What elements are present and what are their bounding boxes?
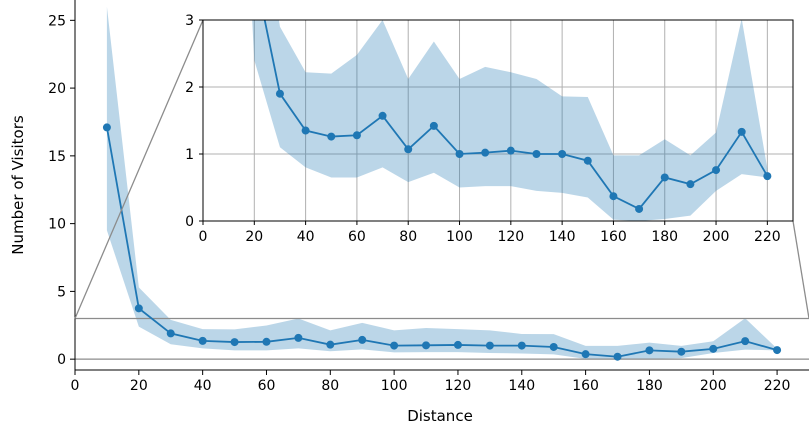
zoom-connectors xyxy=(74,19,809,319)
data-point xyxy=(102,123,111,132)
x-tick-label: 160 xyxy=(572,378,599,394)
inset-data-point xyxy=(558,150,567,158)
data-point xyxy=(485,341,494,350)
zoom-connector-right xyxy=(792,220,809,319)
data-point xyxy=(198,336,207,345)
inset-data-point xyxy=(506,146,515,155)
inset-x-tick-label: 20 xyxy=(245,229,263,245)
x-tick-label: 200 xyxy=(700,378,727,394)
data-point xyxy=(390,341,399,350)
series-line xyxy=(106,127,778,358)
inset-data-layer xyxy=(252,20,772,221)
inset-y-tick-label: 2 xyxy=(185,80,194,96)
x-tick-label: 20 xyxy=(130,378,148,394)
inset-x-tick-label: 180 xyxy=(651,229,678,245)
inset-data-point xyxy=(609,192,618,201)
y-tick-label: 5 xyxy=(57,284,66,300)
inset-x-tick-label: 80 xyxy=(399,229,417,245)
inset-data-point xyxy=(404,145,413,154)
inset-data-point xyxy=(660,173,669,182)
inset-x-tick-label: 200 xyxy=(703,229,730,245)
data-point xyxy=(230,338,239,347)
x-tick-label: 180 xyxy=(636,378,663,394)
inset-y-tick-label: 0 xyxy=(185,214,194,230)
inset-y-tick-label: 1 xyxy=(185,147,194,163)
x-tick-label: 40 xyxy=(194,378,212,394)
x-tick-label: 80 xyxy=(321,378,339,394)
x-tick-label: 100 xyxy=(381,378,408,394)
data-point xyxy=(581,350,590,359)
data-point xyxy=(645,346,654,355)
inset-data-point xyxy=(327,132,336,141)
x-tick-label: 120 xyxy=(445,378,472,394)
y-axis-label: Number of Visitors xyxy=(9,115,27,255)
data-point xyxy=(262,337,271,346)
data-point xyxy=(549,342,558,351)
inset-data-point xyxy=(532,150,541,158)
y-tick-label: 20 xyxy=(48,81,66,97)
inset-x-tick-label: 60 xyxy=(348,229,366,245)
inset-data-point xyxy=(712,166,721,175)
y-tick-label: 0 xyxy=(57,352,66,368)
data-point xyxy=(358,335,367,344)
inset-data-point xyxy=(583,156,592,165)
inset-confidence-band xyxy=(252,20,768,221)
inset-x-tick-label: 140 xyxy=(549,229,576,245)
data-point xyxy=(613,352,622,361)
y-tick-label: 15 xyxy=(48,149,66,165)
inset-data-point xyxy=(301,126,310,135)
inset-data-point xyxy=(429,121,438,130)
x-tick-label: 220 xyxy=(764,378,791,394)
inset-data-point xyxy=(455,150,464,158)
data-point xyxy=(294,333,303,342)
inset-data-point xyxy=(481,148,490,157)
inset-x-tick-label: 220 xyxy=(754,229,781,245)
inset-x-tick-label: 0 xyxy=(199,229,208,245)
inset-data-point xyxy=(275,89,284,98)
x-axis-label: Distance xyxy=(407,407,473,425)
data-point xyxy=(453,340,462,349)
zoom-connector-left xyxy=(74,19,204,319)
inset-x-tick-label: 160 xyxy=(600,229,627,245)
data-point xyxy=(773,346,782,355)
inset-data-point xyxy=(737,127,746,136)
inset-data-point xyxy=(763,172,772,181)
data-point xyxy=(741,337,750,346)
inset-x-tick-label: 100 xyxy=(446,229,473,245)
inset-plot: 0 20 40 60 80 100 120 140 160 180 200 220 0 1 2 3 xyxy=(185,13,794,245)
x-tick-label: 60 xyxy=(258,378,276,394)
x-tick-label: 140 xyxy=(508,378,535,394)
inset-frame xyxy=(202,19,794,222)
data-point xyxy=(326,340,335,349)
data-point xyxy=(166,329,175,338)
data-point xyxy=(677,347,686,356)
inset-background xyxy=(203,20,793,221)
confidence-band xyxy=(106,6,778,360)
inset-x-tick-label: 120 xyxy=(497,229,524,245)
inset-data-point xyxy=(635,204,644,213)
data-point xyxy=(517,341,526,350)
inset-y-tick-label: 3 xyxy=(185,13,194,29)
data-point xyxy=(709,344,718,353)
inset-data-point xyxy=(686,180,695,189)
data-point xyxy=(422,341,431,350)
y-tick-label: 10 xyxy=(48,217,66,233)
data-point xyxy=(134,304,143,313)
x-tick-label: 0 xyxy=(71,378,80,394)
inset-data-point xyxy=(378,111,387,120)
y-tick-label: 25 xyxy=(48,13,66,29)
inset-series-line xyxy=(263,20,769,211)
inset-x-tick-label: 40 xyxy=(297,229,315,245)
inset-data-point xyxy=(352,131,361,140)
